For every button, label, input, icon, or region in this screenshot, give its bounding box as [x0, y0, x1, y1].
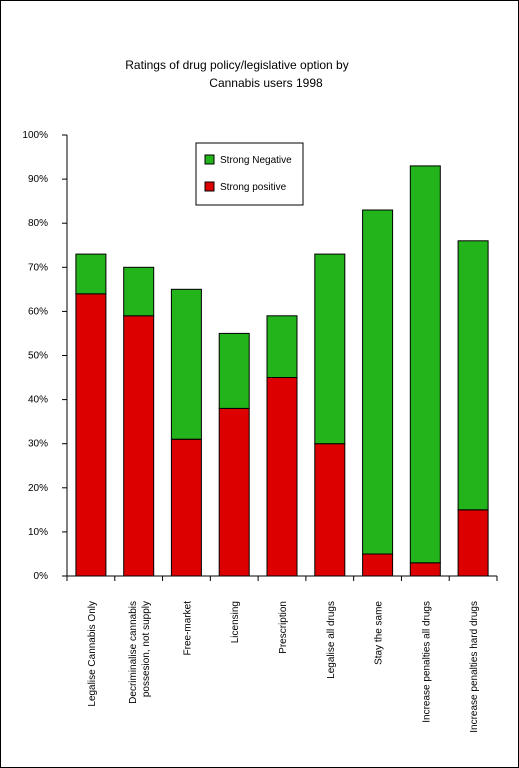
bar-segment	[409, 562, 441, 577]
bar-segment	[266, 377, 298, 577]
category-label: Increase penalties all drugs	[421, 601, 432, 723]
legend-swatch	[204, 181, 215, 192]
category-label: Legalise all drugs	[326, 601, 337, 679]
y-tick-label: 20%	[28, 483, 48, 494]
category-label: Increase penalties hard drugs	[469, 601, 480, 733]
y-tick-label: 30%	[28, 439, 48, 450]
legend-swatch	[204, 154, 215, 165]
bar-segment	[362, 209, 394, 555]
bar-segment	[362, 553, 394, 577]
y-tick-label: 40%	[28, 395, 48, 406]
y-tick-label: 70%	[28, 262, 48, 273]
legend-label: Strong Negative	[220, 155, 292, 166]
category-label: Licensing	[230, 601, 241, 643]
bar-segment	[170, 438, 202, 577]
bar-segment	[170, 288, 202, 440]
bar-segment	[218, 332, 250, 409]
bar-segment	[75, 253, 107, 295]
chart-title: Ratings of drug policy/legislative optio…	[125, 58, 348, 90]
bar-segment	[314, 443, 346, 577]
y-tick-label: 50%	[28, 351, 48, 362]
legend-label: Strong positive	[220, 182, 287, 193]
bar-segment	[314, 253, 346, 445]
bar-segment	[123, 266, 155, 317]
bar-segment	[266, 315, 298, 378]
category-label: Decriminalise cannabis	[128, 601, 139, 704]
chart-title-line-2: Cannabis users 1998	[209, 76, 323, 90]
category-label: possesion, not supply	[141, 601, 152, 697]
category-label: Stay the same	[374, 601, 385, 665]
category-labels: Legalise Cannabis Only Decriminalise cann…	[87, 601, 480, 733]
bar-segment	[218, 407, 250, 577]
y-tick-label: 0%	[34, 571, 49, 582]
y-tick-label: 90%	[28, 174, 48, 185]
legend-box	[195, 142, 304, 206]
category-label: Prescription	[278, 601, 289, 654]
bars	[75, 165, 489, 577]
bar-segment	[457, 240, 489, 511]
category-label: Free-market	[182, 601, 193, 656]
y-tick-label: 60%	[28, 306, 48, 317]
category-label: Legalise Cannabis Only	[87, 601, 98, 707]
y-tick-label: 10%	[28, 527, 48, 538]
bar-segment	[457, 509, 489, 577]
bar-segment	[75, 293, 107, 577]
bar-segment	[409, 165, 441, 564]
y-tick-label: 80%	[28, 218, 48, 229]
chart-title-line-1: Ratings of drug policy/legislative optio…	[125, 58, 348, 72]
legend: Strong Negative Strong positive	[195, 142, 304, 206]
y-tick-label: 100%	[22, 130, 48, 141]
bar-segment	[123, 315, 155, 577]
